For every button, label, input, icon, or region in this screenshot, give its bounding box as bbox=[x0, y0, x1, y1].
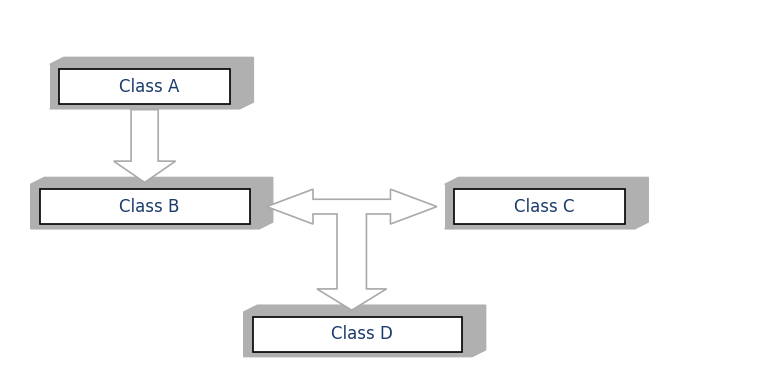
FancyBboxPatch shape bbox=[454, 189, 625, 224]
Polygon shape bbox=[243, 350, 486, 357]
FancyBboxPatch shape bbox=[50, 64, 239, 109]
Polygon shape bbox=[444, 177, 648, 229]
Polygon shape bbox=[30, 222, 273, 229]
Polygon shape bbox=[444, 222, 648, 229]
FancyBboxPatch shape bbox=[444, 184, 634, 229]
Polygon shape bbox=[50, 102, 253, 109]
Text: Class D: Class D bbox=[331, 325, 393, 344]
Polygon shape bbox=[267, 189, 437, 310]
FancyBboxPatch shape bbox=[59, 69, 230, 104]
FancyBboxPatch shape bbox=[243, 312, 472, 357]
Text: Class C: Class C bbox=[514, 198, 574, 216]
Polygon shape bbox=[50, 57, 253, 109]
Text: Class B: Class B bbox=[119, 198, 179, 216]
FancyBboxPatch shape bbox=[40, 189, 249, 224]
Polygon shape bbox=[113, 110, 176, 183]
FancyBboxPatch shape bbox=[253, 317, 462, 352]
Polygon shape bbox=[30, 177, 273, 229]
Text: Class A: Class A bbox=[119, 78, 179, 96]
FancyBboxPatch shape bbox=[30, 184, 259, 229]
Polygon shape bbox=[243, 305, 486, 357]
